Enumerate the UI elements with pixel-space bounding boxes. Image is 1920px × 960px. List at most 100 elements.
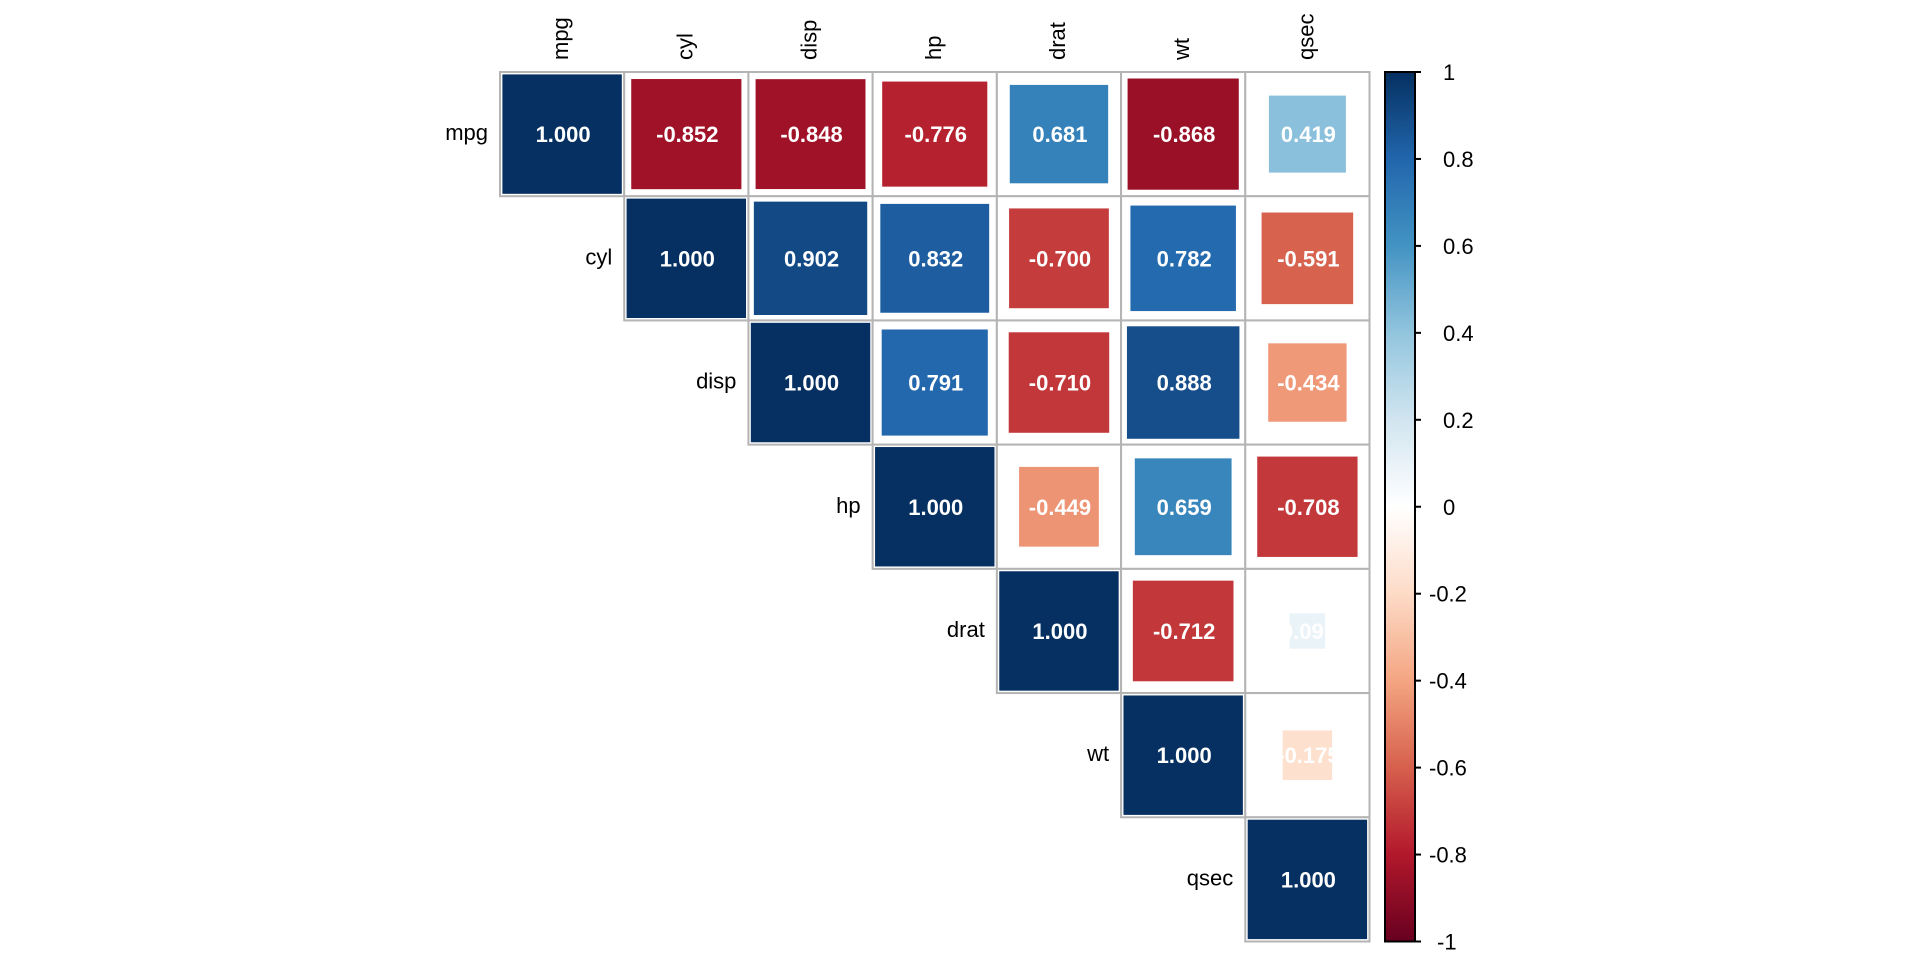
matrix-cell: 1.000 (623, 195, 750, 322)
correlation-square (1267, 342, 1348, 423)
value-label: 0.782 (1157, 246, 1212, 271)
matrix-cell: 0.832 (871, 195, 998, 322)
correlation-square (1129, 204, 1237, 312)
matrix-cell: 1.000 (871, 443, 998, 570)
row-label: hp (836, 493, 860, 518)
correlation-square (1256, 455, 1359, 558)
correlation-square (1281, 729, 1333, 781)
value-label: -0.434 (1277, 371, 1340, 396)
correlation-square (1008, 207, 1110, 310)
column-label: disp (797, 20, 822, 60)
matrix-cell: -0.868 (1120, 71, 1247, 198)
matrix-cell: 0.791 (871, 319, 998, 446)
matrix-cell: 0.659 (1120, 443, 1247, 570)
value-label: -0.591 (1277, 246, 1339, 271)
matrix-cell: 0.681 (995, 71, 1123, 198)
colorbar-tick-label: -0.8 (1429, 843, 1467, 868)
value-label: -0.708 (1277, 495, 1339, 520)
correlation-square (1018, 466, 1100, 548)
correlation-square (625, 197, 747, 319)
column-label: wt (1169, 38, 1194, 61)
row-label: mpg (445, 120, 488, 145)
matrix-cell: 1.000 (1244, 816, 1371, 943)
matrix-cell: -0.710 (995, 319, 1123, 446)
matrix-cell: 0.091 (1244, 567, 1371, 695)
correlation-square (1246, 818, 1368, 940)
row-label: drat (947, 617, 985, 642)
correlation-square (750, 322, 872, 444)
correlation-square (880, 328, 989, 437)
correlation-square (1268, 94, 1347, 174)
colorbar-tick-label: -0.4 (1429, 669, 1467, 694)
correlation-square (1288, 612, 1326, 650)
colorbar-tick-label: 0.2 (1443, 408, 1474, 433)
matrix-cell: -0.852 (623, 71, 750, 198)
value-label: -0.712 (1153, 619, 1215, 644)
matrix-cell: 0.902 (747, 195, 874, 322)
value-label: 1.000 (1281, 867, 1336, 892)
value-label: -0.776 (905, 122, 967, 147)
colorbar-tick-label: 0 (1443, 495, 1455, 520)
correlation-square (630, 78, 743, 190)
column-label: hp (921, 36, 946, 60)
value-label: 1.000 (1157, 743, 1212, 768)
column-label: mpg (548, 17, 573, 60)
matrix-cell: 1.000 (499, 71, 626, 198)
correlation-square (1126, 77, 1240, 191)
correlation-square (1007, 331, 1111, 434)
matrix-cell: -0.848 (747, 71, 874, 198)
colorbar-tick-label: 0.6 (1443, 234, 1474, 259)
value-label: -0.449 (1029, 495, 1091, 520)
value-label: 1.000 (536, 122, 591, 147)
correlation-square (501, 73, 623, 195)
correlation-square (1132, 579, 1235, 683)
value-label: 0.681 (1032, 122, 1087, 147)
matrix-cell: -0.591 (1244, 195, 1371, 322)
correlation-square (1126, 325, 1241, 440)
colorbar-gradient (1384, 71, 1416, 943)
value-label: -0.852 (656, 122, 718, 147)
correlation-square (753, 200, 869, 316)
value-label: 0.791 (908, 371, 963, 396)
row-labels: mpg cyl disp hp drat wt qsec (445, 120, 1233, 890)
matrix-cell: 0.419 (1244, 71, 1371, 198)
value-label: 1.000 (784, 371, 839, 396)
value-label: 0.091 (1281, 619, 1336, 644)
value-label: 0.419 (1281, 122, 1336, 147)
matrix-cell: 0.782 (1120, 195, 1247, 322)
correlation-square (881, 80, 989, 188)
row-label: wt (1086, 741, 1109, 766)
colorbar-tick-label: 1 (1443, 60, 1455, 85)
row-label: qsec (1187, 865, 1233, 890)
colorbar-tick-label: 0.4 (1443, 321, 1474, 346)
matrix-cells: 1.000 -0.852 -0.848 -0.776 0.681 -0.868 0.419 1… (499, 71, 1371, 943)
matrix-cell: -0.776 (871, 71, 998, 198)
colorbar: 1 0.8 0.6 0.4 0.2 0 -0.2 -0.4 -0.6 -0.8 -1 (1384, 60, 1474, 955)
matrix-cell: -0.449 (995, 443, 1123, 570)
colorbar-tick-label: -0.2 (1429, 582, 1467, 607)
colorbar-tick-label: -0.6 (1429, 756, 1467, 781)
matrix-cell: 1.000 (995, 567, 1123, 695)
correlation-square (879, 203, 990, 314)
correlation-square (1260, 211, 1355, 305)
value-label: -0.700 (1029, 246, 1091, 271)
matrix-cell: -0.700 (995, 195, 1123, 322)
matrix-cell: -0.175 (1244, 692, 1371, 819)
value-label: -0.868 (1153, 122, 1215, 147)
correlation-square (1133, 457, 1233, 556)
value-label: 0.832 (908, 246, 963, 271)
matrix-cell: 0.888 (1120, 319, 1247, 446)
row-label: disp (696, 369, 736, 394)
row-label: cyl (585, 244, 612, 269)
matrix-cell: -0.708 (1244, 443, 1371, 570)
colorbar-tick-label: 0.8 (1443, 147, 1474, 172)
matrix-cell: 1.000 (1120, 692, 1247, 819)
correlation-square (998, 570, 1120, 692)
value-label: -0.175 (1277, 743, 1339, 768)
value-label: 0.902 (784, 246, 839, 271)
matrix-cell: -0.434 (1244, 319, 1371, 446)
value-label: 0.888 (1157, 371, 1212, 396)
correlation-square (1008, 84, 1109, 185)
column-label: drat (1045, 22, 1070, 60)
